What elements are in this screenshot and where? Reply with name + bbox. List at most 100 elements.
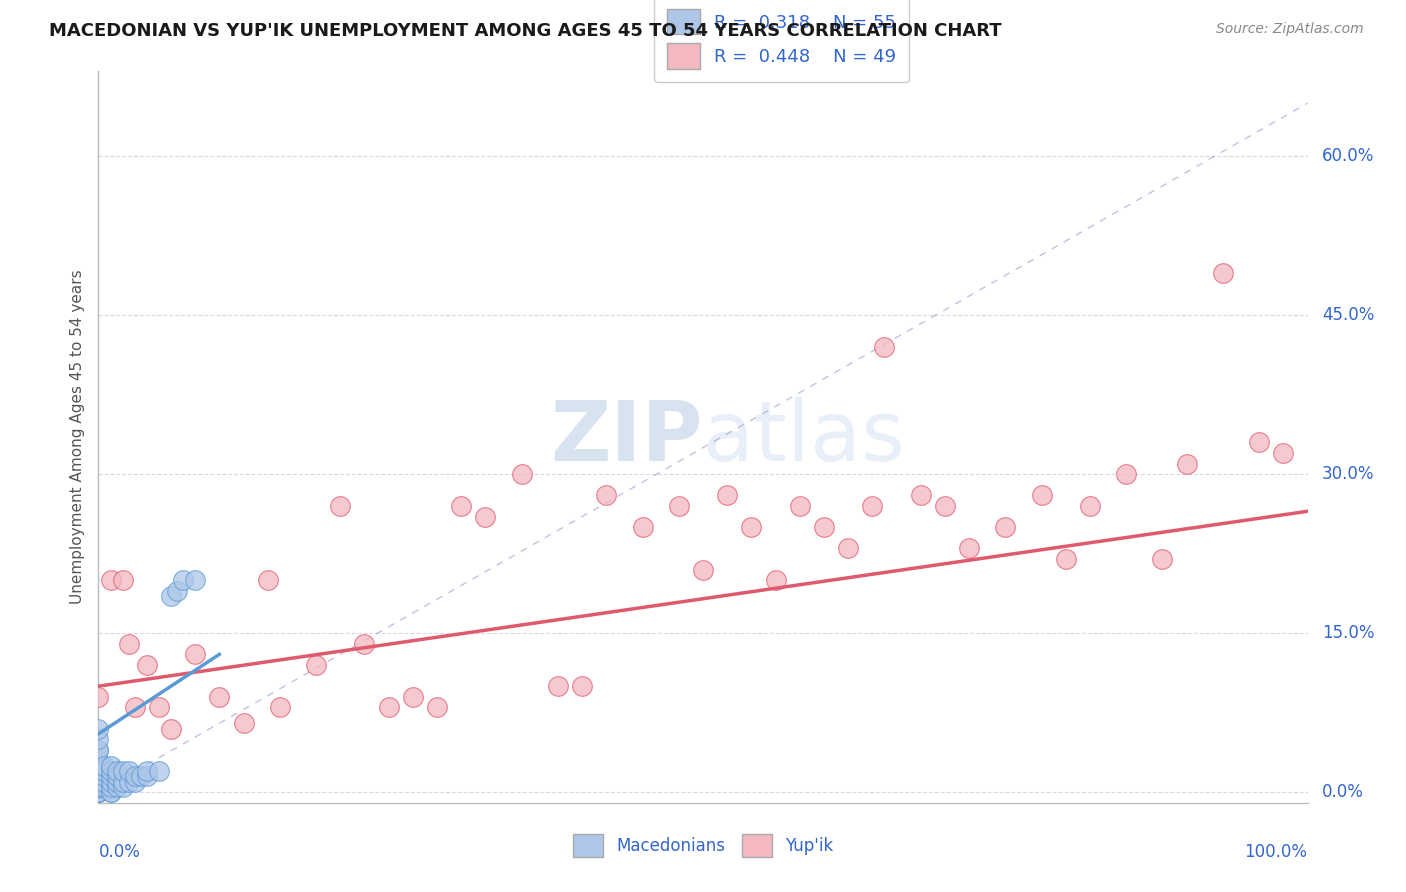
Point xyxy=(873,340,896,354)
Point xyxy=(172,573,194,587)
Point xyxy=(100,573,122,587)
Point xyxy=(87,764,110,778)
Point xyxy=(87,769,110,783)
Point xyxy=(135,769,157,783)
Point xyxy=(934,499,956,513)
Point xyxy=(124,769,146,783)
Point xyxy=(184,573,207,587)
Point xyxy=(124,700,146,714)
Point xyxy=(87,785,110,799)
Text: MACEDONIAN VS YUP'IK UNEMPLOYMENT AMONG AGES 45 TO 54 YEARS CORRELATION CHART: MACEDONIAN VS YUP'IK UNEMPLOYMENT AMONG … xyxy=(49,22,1002,40)
Text: 60.0%: 60.0% xyxy=(1322,147,1375,165)
Point xyxy=(118,764,141,778)
Point xyxy=(87,764,110,778)
Text: 100.0%: 100.0% xyxy=(1244,843,1308,861)
Point xyxy=(377,700,399,714)
Point xyxy=(135,658,157,673)
Point xyxy=(813,520,835,534)
Point xyxy=(910,488,932,502)
Point xyxy=(256,573,278,587)
Point xyxy=(1272,446,1295,460)
Point xyxy=(166,583,188,598)
Point xyxy=(111,774,134,789)
Point xyxy=(208,690,231,704)
Point xyxy=(994,520,1017,534)
Point xyxy=(111,780,134,794)
Point xyxy=(789,499,811,513)
Legend: Macedonians, Yup'ik: Macedonians, Yup'ik xyxy=(567,827,839,864)
Text: 0.0%: 0.0% xyxy=(1322,783,1364,801)
Point xyxy=(87,769,110,783)
Point xyxy=(160,722,183,736)
Point xyxy=(118,637,141,651)
Point xyxy=(450,499,472,513)
Point xyxy=(329,499,352,513)
Text: atlas: atlas xyxy=(703,397,904,477)
Point xyxy=(87,785,110,799)
Point xyxy=(87,722,110,736)
Point xyxy=(1175,457,1198,471)
Point xyxy=(129,769,152,783)
Point xyxy=(105,764,128,778)
Point xyxy=(160,589,183,603)
Point xyxy=(595,488,617,502)
Point xyxy=(631,520,654,534)
Point xyxy=(105,780,128,794)
Point xyxy=(93,774,115,789)
Point xyxy=(148,700,170,714)
Point xyxy=(87,785,110,799)
Point xyxy=(87,732,110,747)
Point xyxy=(135,764,157,778)
Point xyxy=(118,774,141,789)
Point xyxy=(547,679,569,693)
Point xyxy=(100,758,122,772)
Text: 15.0%: 15.0% xyxy=(1322,624,1375,642)
Text: Source: ZipAtlas.com: Source: ZipAtlas.com xyxy=(1216,22,1364,37)
Text: 30.0%: 30.0% xyxy=(1322,466,1375,483)
Point xyxy=(87,690,110,704)
Point xyxy=(87,774,110,789)
Point xyxy=(87,743,110,757)
Point xyxy=(1054,552,1077,566)
Point xyxy=(93,764,115,778)
Point xyxy=(87,753,110,767)
Text: ZIP: ZIP xyxy=(551,397,703,477)
Point xyxy=(87,774,110,789)
Y-axis label: Unemployment Among Ages 45 to 54 years: Unemployment Among Ages 45 to 54 years xyxy=(69,269,84,605)
Point xyxy=(740,520,762,534)
Point xyxy=(1212,266,1234,280)
Point xyxy=(93,769,115,783)
Point xyxy=(1031,488,1053,502)
Point xyxy=(100,780,122,794)
Point xyxy=(474,509,496,524)
Point xyxy=(1115,467,1137,482)
Point xyxy=(93,758,115,772)
Point xyxy=(93,780,115,794)
Point xyxy=(100,785,122,799)
Point xyxy=(100,764,122,778)
Point xyxy=(716,488,738,502)
Point xyxy=(87,764,110,778)
Point xyxy=(1152,552,1174,566)
Point xyxy=(87,780,110,794)
Point xyxy=(87,785,110,799)
Text: 45.0%: 45.0% xyxy=(1322,306,1375,324)
Point xyxy=(571,679,593,693)
Point xyxy=(1249,435,1271,450)
Point xyxy=(87,774,110,789)
Point xyxy=(305,658,328,673)
Point xyxy=(87,743,110,757)
Point xyxy=(353,637,375,651)
Point xyxy=(111,764,134,778)
Point xyxy=(87,785,110,799)
Point xyxy=(87,758,110,772)
Point xyxy=(105,774,128,789)
Point xyxy=(837,541,859,556)
Point xyxy=(87,753,110,767)
Point xyxy=(148,764,170,778)
Point xyxy=(402,690,425,704)
Point xyxy=(692,563,714,577)
Text: 0.0%: 0.0% xyxy=(98,843,141,861)
Point xyxy=(1078,499,1101,513)
Point xyxy=(765,573,787,587)
